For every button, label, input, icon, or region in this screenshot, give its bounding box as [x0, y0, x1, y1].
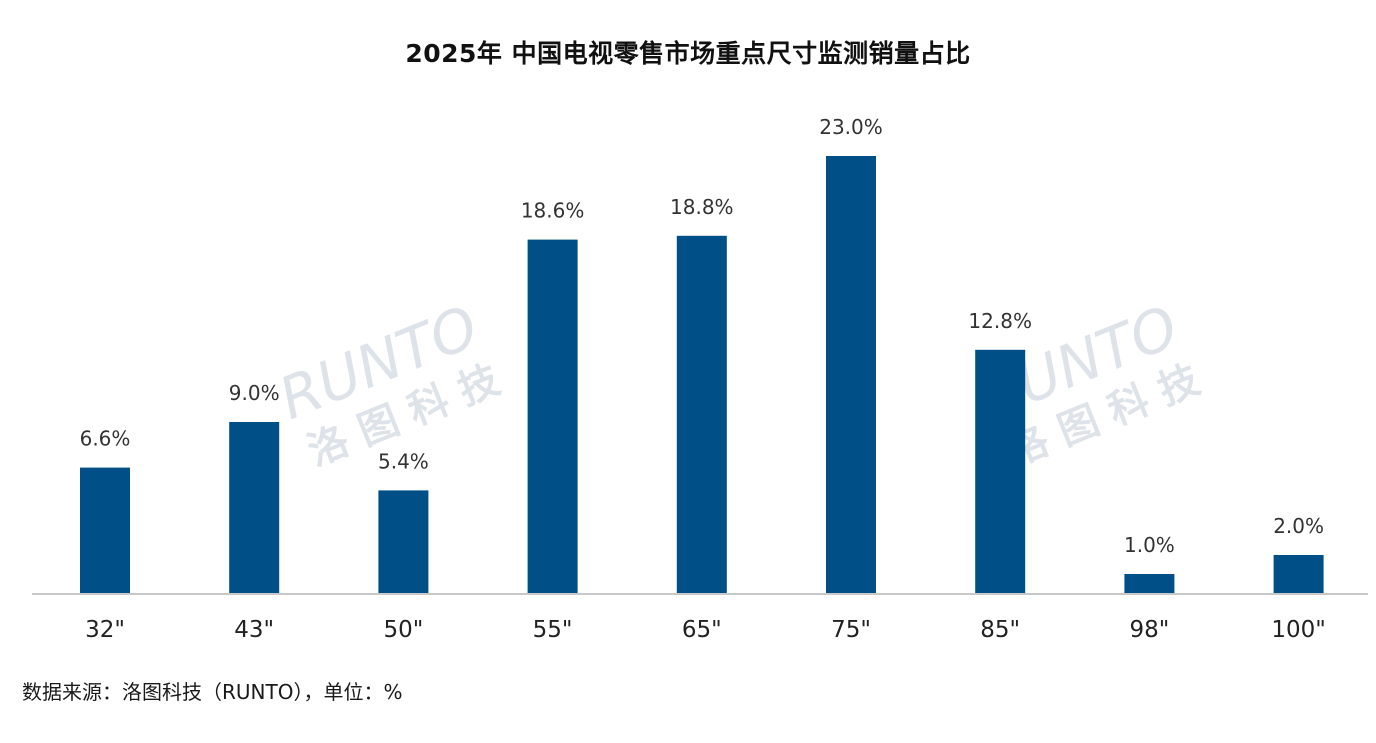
x-tick-label-7: 85"	[980, 617, 1020, 643]
data-label-9: 2.0%	[1273, 514, 1324, 538]
bar-6	[826, 156, 876, 593]
data-label-5: 18.8%	[670, 195, 734, 219]
data-label-4: 18.6%	[521, 199, 585, 223]
x-tick-label-6: 75"	[831, 617, 871, 643]
bar-4	[527, 239, 578, 593]
x-tick-label-2: 43"	[234, 617, 274, 643]
data-label-1: 6.6%	[80, 427, 131, 451]
x-tick-label-5: 65"	[682, 617, 722, 643]
bar-5	[676, 235, 727, 594]
data-label-7: 12.8%	[968, 309, 1032, 333]
bar-2	[229, 422, 280, 593]
source-note: 数据来源：洛图科技（RUNTO），单位：%	[22, 680, 403, 704]
data-label-2: 9.0%	[229, 381, 280, 405]
x-tick-label-8: 98"	[1129, 617, 1169, 643]
x-tick-label-9: 100"	[1271, 617, 1325, 643]
bar-7	[975, 349, 1026, 593]
x-tick-label-1: 32"	[85, 617, 125, 643]
x-tick-label-4: 55"	[533, 617, 573, 643]
bars-group: 6.6% 9.0% 5.4% 18.6% 18.8% 23.0% 12.8% 1.0% 2.0%	[80, 115, 1324, 594]
data-label-8: 1.0%	[1124, 533, 1175, 557]
bar-8	[1124, 574, 1175, 593]
x-tick-label-3: 50"	[383, 617, 423, 643]
bar-1	[80, 467, 130, 593]
data-label-6: 23.0%	[819, 115, 883, 139]
bar-9	[1273, 555, 1324, 593]
x-tick-labels: 32" 43" 50" 55" 65" 75" 85" 98" 100"	[85, 617, 1326, 643]
chart-title: 2025年 中国电视零售市场重点尺寸监测销量占比	[405, 39, 971, 68]
data-label-3: 5.4%	[378, 449, 429, 473]
bar-3	[378, 490, 429, 593]
